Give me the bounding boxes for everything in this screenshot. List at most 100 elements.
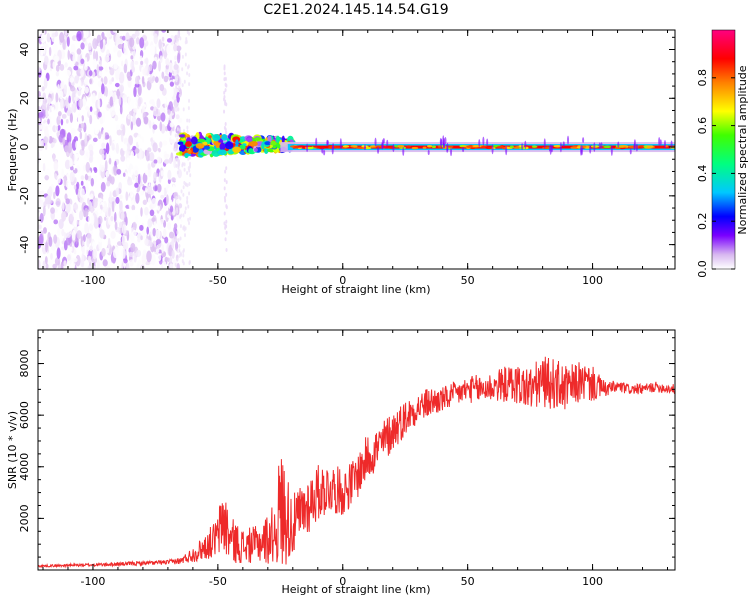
noise-cell bbox=[55, 185, 60, 197]
noise-cell bbox=[41, 86, 45, 92]
noise-cell bbox=[52, 61, 56, 69]
noise-cell bbox=[110, 262, 115, 269]
signal-cell bbox=[217, 149, 227, 156]
noise-cell bbox=[140, 60, 144, 65]
noise-cell bbox=[179, 36, 182, 41]
noise-cell bbox=[176, 262, 180, 269]
noise-cell bbox=[51, 106, 55, 118]
noise-cell bbox=[173, 63, 179, 70]
noise-cell bbox=[176, 157, 179, 162]
noise-cell bbox=[168, 85, 174, 98]
noise-cell bbox=[142, 199, 147, 206]
spike-cell bbox=[225, 166, 228, 171]
noise-cell bbox=[57, 111, 62, 117]
noise-cell bbox=[135, 192, 140, 204]
noise-cell bbox=[97, 80, 103, 88]
noise-cell bbox=[189, 164, 192, 169]
noise-cell bbox=[184, 52, 187, 57]
noise-cell bbox=[67, 141, 73, 154]
noise-cell bbox=[160, 64, 166, 72]
spectrogram-y-tick-label: -40 bbox=[18, 236, 31, 254]
noise-cell bbox=[65, 198, 70, 205]
noise-cell bbox=[79, 188, 85, 198]
noise-cell bbox=[167, 186, 173, 197]
noise-cell bbox=[53, 234, 58, 244]
carrier-noise-cell bbox=[482, 136, 485, 146]
noise-cell bbox=[63, 84, 68, 95]
carrier-noise-cell bbox=[377, 146, 380, 154]
noise-cell bbox=[183, 180, 186, 185]
noise-cell bbox=[182, 253, 185, 258]
noise-cell bbox=[137, 97, 142, 107]
noise-cell bbox=[133, 86, 137, 98]
noise-cell bbox=[175, 163, 178, 168]
noise-cell bbox=[60, 82, 64, 90]
carrier-noise-cell bbox=[315, 137, 318, 147]
noise-cell bbox=[144, 163, 148, 168]
spike-cell bbox=[224, 88, 227, 93]
noise-cell bbox=[176, 170, 179, 175]
signal-cell bbox=[203, 145, 210, 150]
noise-cell bbox=[187, 217, 190, 222]
noise-cell bbox=[59, 32, 65, 43]
spike-cell bbox=[223, 195, 226, 200]
noise-cell bbox=[114, 82, 120, 88]
noise-cell bbox=[99, 148, 105, 155]
spectrogram-x-tick-label: -50 bbox=[209, 274, 227, 287]
noise-cell bbox=[108, 90, 114, 97]
noise-cell bbox=[66, 132, 72, 144]
noise-cell bbox=[182, 261, 185, 266]
noise-cell bbox=[159, 121, 163, 132]
noise-cell bbox=[133, 107, 138, 113]
noise-cell bbox=[101, 31, 105, 39]
noise-cell bbox=[177, 107, 180, 112]
noise-cell bbox=[186, 125, 189, 130]
spectrogram-frame bbox=[37, 29, 676, 270]
noise-cell bbox=[156, 156, 162, 164]
noise-cell bbox=[38, 66, 41, 73]
noise-cell bbox=[169, 263, 174, 269]
signal-cell bbox=[187, 149, 192, 155]
carrier-cell bbox=[466, 145, 473, 148]
noise-cell bbox=[155, 248, 160, 253]
noise-cell bbox=[188, 82, 191, 87]
noise-cell bbox=[66, 36, 70, 47]
noise-cell bbox=[87, 265, 92, 269]
noise-cell bbox=[169, 256, 173, 264]
noise-cell bbox=[90, 214, 95, 226]
noise-cell bbox=[187, 156, 190, 161]
noise-cell bbox=[187, 204, 190, 209]
noise-cell bbox=[48, 87, 54, 94]
noise-cell bbox=[139, 55, 143, 61]
noise-cell bbox=[151, 217, 156, 222]
noise-cell bbox=[118, 71, 125, 84]
noise-cell bbox=[156, 219, 161, 226]
noise-cell bbox=[121, 224, 127, 235]
noise-cell bbox=[175, 198, 181, 204]
noise-cell bbox=[70, 166, 74, 171]
noise-cell bbox=[43, 215, 48, 221]
noise-cell bbox=[182, 213, 185, 218]
noise-cell bbox=[65, 202, 71, 214]
noise-cell bbox=[147, 218, 153, 228]
noise-cell bbox=[127, 180, 133, 186]
noise-cell bbox=[97, 111, 102, 118]
carrier-cell bbox=[422, 146, 427, 149]
spike-cell bbox=[223, 125, 226, 130]
noise-cell bbox=[90, 205, 94, 214]
noise-cell bbox=[65, 236, 72, 246]
noise-cell bbox=[97, 208, 102, 214]
noise-cell bbox=[167, 222, 172, 230]
noise-cell bbox=[148, 120, 152, 129]
carrier-noise-cell bbox=[548, 145, 551, 152]
noise-cell bbox=[116, 241, 123, 246]
noise-cell bbox=[79, 131, 83, 140]
noise-cell bbox=[87, 174, 92, 182]
noise-cell bbox=[61, 113, 67, 119]
noise-cell bbox=[50, 253, 53, 260]
noise-cell bbox=[169, 205, 174, 213]
noise-cell bbox=[131, 204, 136, 211]
noise-cell bbox=[101, 83, 105, 95]
noise-cell bbox=[64, 30, 68, 36]
noise-cell bbox=[80, 67, 85, 78]
